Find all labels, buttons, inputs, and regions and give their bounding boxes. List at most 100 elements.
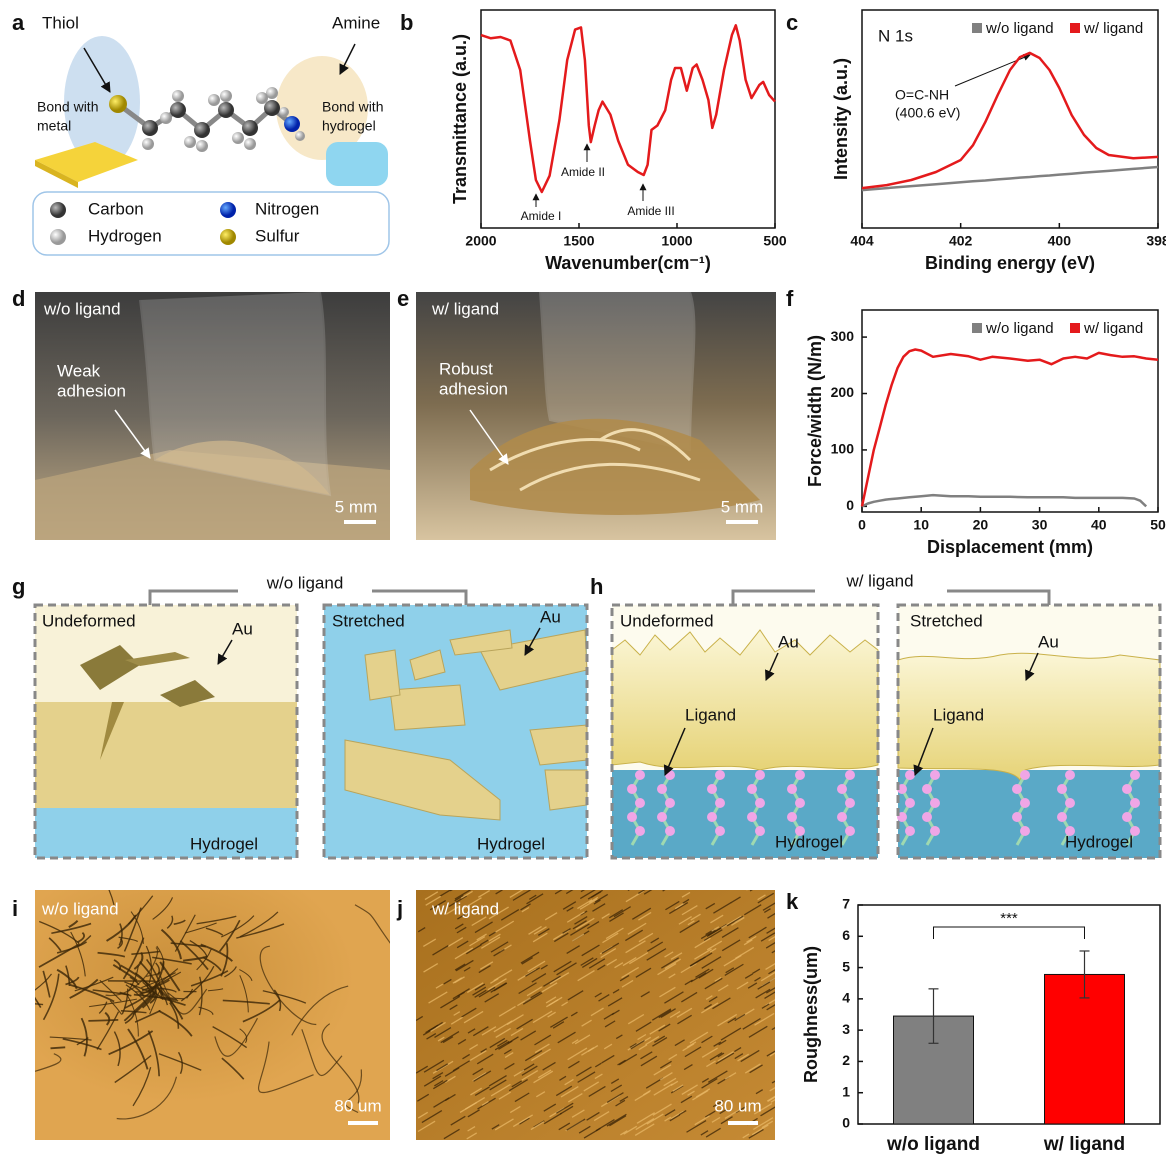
wrinkle bbox=[681, 904, 698, 916]
crack bbox=[301, 1029, 343, 1076]
crack bbox=[70, 931, 86, 977]
wrinkle bbox=[425, 895, 442, 906]
crack bbox=[120, 1010, 147, 1014]
x-tick-label: w/ ligand bbox=[1043, 1134, 1125, 1155]
chain-atom bbox=[715, 798, 725, 808]
crack bbox=[132, 1067, 152, 1107]
wrinkle bbox=[423, 1059, 445, 1073]
wrinkle bbox=[763, 908, 771, 913]
legend-label: Sulfur bbox=[255, 226, 300, 245]
wrinkle bbox=[474, 921, 493, 934]
wrinkle bbox=[484, 993, 500, 1003]
state-label: Stretched bbox=[332, 611, 405, 630]
metal-slab-edge bbox=[35, 160, 78, 188]
wrinkle bbox=[731, 916, 745, 926]
wrinkle bbox=[730, 896, 741, 904]
wrinkle bbox=[457, 1038, 467, 1045]
arrow bbox=[83, 47, 111, 93]
wrinkle bbox=[627, 1013, 645, 1025]
wrinkle bbox=[469, 1050, 487, 1062]
wrinkle bbox=[621, 979, 634, 988]
wrinkle bbox=[521, 1070, 539, 1081]
wrinkle bbox=[717, 1052, 725, 1058]
wrinkle bbox=[512, 890, 531, 901]
wrinkle bbox=[494, 920, 515, 934]
wrinkle bbox=[520, 1030, 537, 1041]
wrinkle bbox=[625, 929, 644, 942]
crack bbox=[105, 946, 159, 996]
chain-atom bbox=[657, 812, 667, 822]
wrinkle bbox=[580, 957, 594, 966]
crack bbox=[239, 1028, 248, 1044]
wrinkle bbox=[597, 964, 606, 971]
wrinkle bbox=[737, 1053, 750, 1062]
wrinkle bbox=[498, 1091, 512, 1100]
wrinkle bbox=[744, 973, 754, 979]
wrinkle bbox=[559, 1105, 574, 1115]
photo-note: Weak bbox=[57, 361, 101, 380]
x-tick-label: 40 bbox=[1091, 517, 1107, 533]
photo-tag: w/o ligand bbox=[43, 299, 121, 318]
wrinkle bbox=[594, 1062, 602, 1068]
wrinkle bbox=[594, 893, 609, 903]
wrinkle bbox=[449, 890, 453, 892]
wrinkle bbox=[605, 927, 624, 940]
crack bbox=[159, 961, 181, 992]
wrinkle bbox=[717, 1013, 738, 1027]
wrinkle bbox=[717, 1051, 734, 1062]
wrinkle bbox=[532, 1010, 553, 1024]
wrinkle bbox=[698, 968, 714, 979]
wrinkle bbox=[678, 1109, 687, 1116]
y-tick-label: 1 bbox=[842, 1083, 850, 1099]
wrinkle bbox=[463, 1010, 484, 1024]
wrinkle bbox=[765, 963, 775, 971]
photo-e: w/ ligand Robust adhesion 5 mm bbox=[416, 291, 776, 540]
wrinkle bbox=[590, 891, 602, 898]
chain-atom bbox=[930, 798, 940, 808]
wrinkle bbox=[615, 1099, 626, 1107]
crack bbox=[80, 645, 140, 690]
crack bbox=[152, 897, 174, 920]
crack bbox=[158, 1053, 202, 1071]
label: Bond with bbox=[322, 99, 383, 115]
wrinkle bbox=[609, 1115, 627, 1127]
y-tick-label: 0 bbox=[846, 497, 854, 513]
chain-atom bbox=[905, 798, 915, 808]
crack bbox=[42, 970, 51, 998]
wrinkle bbox=[687, 920, 695, 926]
wrinkle bbox=[494, 1118, 514, 1131]
crack bbox=[150, 961, 165, 993]
wrinkle bbox=[462, 1053, 471, 1060]
wrinkle bbox=[514, 1092, 530, 1103]
wrinkle bbox=[757, 981, 771, 990]
wrinkle bbox=[471, 916, 487, 927]
chain-atom bbox=[787, 784, 797, 794]
wrinkle bbox=[743, 904, 762, 916]
wrinkle bbox=[766, 1004, 775, 1011]
wrinkle bbox=[481, 1100, 489, 1106]
chain-atom bbox=[1130, 770, 1140, 780]
wrinkle bbox=[429, 899, 446, 911]
crack bbox=[50, 1046, 66, 1050]
wrinkle bbox=[703, 929, 723, 942]
wrinkle bbox=[583, 1081, 600, 1092]
crack bbox=[128, 895, 154, 925]
chain-atom bbox=[930, 770, 940, 780]
wrinkle bbox=[473, 1070, 492, 1082]
state-label: Undeformed bbox=[620, 611, 714, 630]
wrinkle bbox=[687, 1090, 695, 1096]
wrinkle bbox=[659, 1060, 672, 1069]
wrinkle bbox=[519, 1117, 530, 1125]
wrinkle bbox=[453, 1011, 461, 1016]
wrinkle bbox=[422, 938, 437, 948]
wrinkle bbox=[761, 1003, 770, 1009]
wrinkle bbox=[494, 1040, 510, 1051]
material-label: Au bbox=[1038, 632, 1059, 651]
wrinkle bbox=[572, 933, 585, 942]
wrinkle bbox=[757, 894, 766, 901]
wrinkle bbox=[706, 940, 723, 951]
wrinkle bbox=[522, 992, 543, 1005]
wrinkle bbox=[713, 1041, 722, 1047]
crack bbox=[239, 975, 249, 1013]
wrinkle bbox=[610, 1078, 620, 1084]
